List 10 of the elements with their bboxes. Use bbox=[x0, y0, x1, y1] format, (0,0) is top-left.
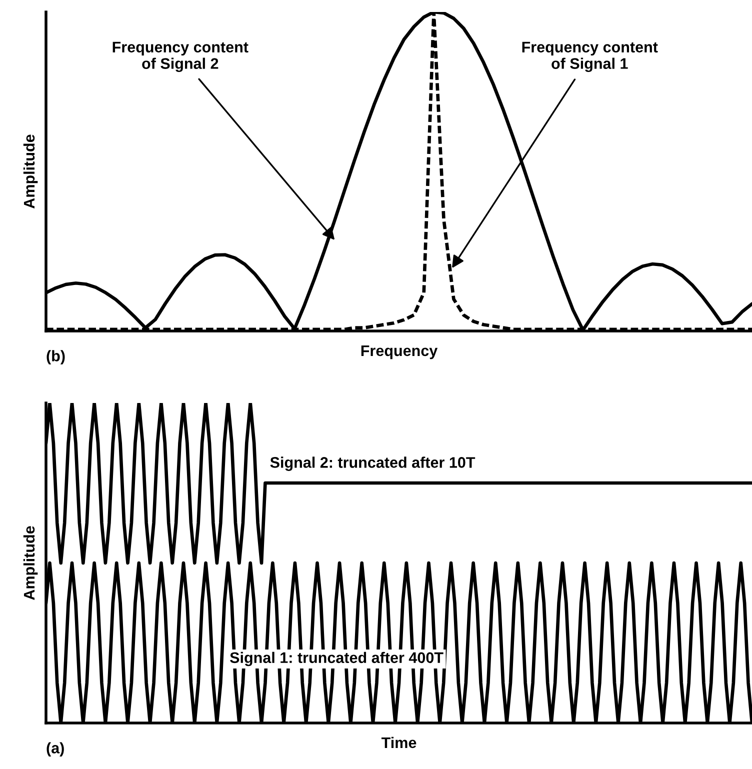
annotation: Signal 1: truncated after 400T bbox=[230, 652, 444, 666]
x-axis-title: Frequency bbox=[361, 345, 438, 360]
annotation: Frequency content of Signal 1 bbox=[522, 42, 658, 72]
y-axis-title: Amplitude bbox=[23, 134, 38, 208]
y-axis-title: Amplitude bbox=[23, 526, 38, 600]
x-axis-title: Time bbox=[381, 736, 416, 748]
text: (b) bbox=[46, 350, 65, 364]
text: (a) bbox=[46, 742, 64, 756]
annotation: Frequency content of Signal 2 bbox=[112, 42, 248, 72]
annotation: Signal 2: truncated after 10T bbox=[270, 456, 476, 471]
